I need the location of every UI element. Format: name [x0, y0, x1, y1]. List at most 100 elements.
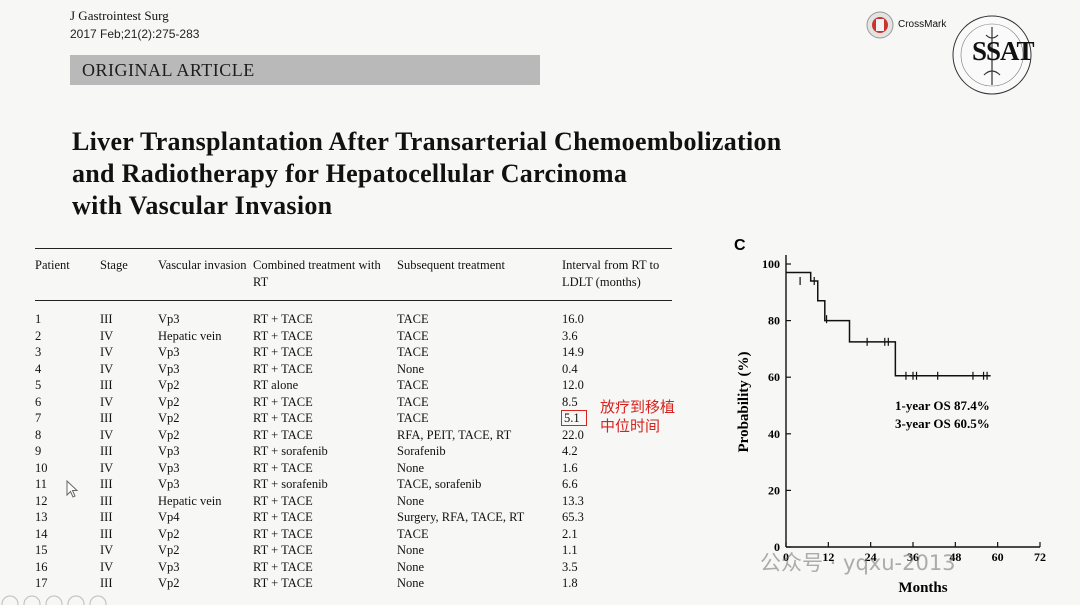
cell-interval: 1.6	[562, 460, 578, 475]
x-ticks: 0 12 24 36 48 60 72	[783, 542, 1046, 564]
cell-combined-treatment: RT + TACE	[253, 526, 313, 541]
cell-subsequent-treatment: Sorafenib	[397, 444, 446, 458]
cell-patient: 5	[35, 378, 42, 392]
x-axis-label: Months	[898, 580, 947, 595]
cell-stage: IV	[100, 345, 114, 359]
cell-vascular-invasion: Vp3	[158, 345, 180, 359]
cell-combined-treatment: RT + TACE	[253, 394, 313, 409]
col-header-stage: Stage	[100, 258, 128, 272]
cell-patient: 9	[35, 444, 42, 458]
cell-vascular-invasion: Vp3	[158, 559, 180, 574]
x-tick-label: 12	[822, 550, 834, 564]
ssat-logo-text: SSAT	[972, 36, 1035, 66]
table-row: 2 IV Hepatic vein RT + TACE TACE 3.6	[35, 328, 672, 345]
cell-patient: 17	[35, 576, 48, 590]
cell-interval: 3.5	[562, 559, 578, 574]
table-row: 16 IV Vp3 RT + TACE None 3.5	[35, 559, 672, 576]
cell-patient: 4	[35, 361, 42, 376]
cell-stage: III	[100, 576, 113, 590]
cell-subsequent-treatment: TACE	[397, 345, 429, 359]
cell-vascular-invasion: Vp2	[158, 576, 180, 590]
table-row: 8 IV Vp2 RT + TACE RFA, PEIT, TACE, RT 22.0	[35, 427, 672, 444]
cell-stage: IV	[100, 543, 114, 557]
table-row: 1 III Vp3 RT + TACE TACE 16.0	[35, 301, 672, 328]
cell-interval: 8.5	[562, 394, 578, 409]
cell-subsequent-treatment: None	[397, 576, 425, 590]
y-tick-label: 100	[762, 257, 780, 271]
cell-combined-treatment: RT + TACE	[253, 559, 313, 574]
cell-interval: 5.1	[561, 410, 672, 427]
cell-interval: 65.3	[562, 510, 584, 524]
table-row: 12 III Hepatic vein RT + TACE None 13.3	[35, 493, 672, 510]
cell-vascular-invasion: Vp3	[158, 444, 180, 458]
journal-name: J Gastrointest Surg	[70, 8, 169, 23]
table-row: 6 IV Vp2 RT + TACE TACE 8.5	[35, 394, 672, 411]
cell-patient: 13	[35, 510, 48, 524]
cell-interval: 12.0	[562, 378, 584, 392]
cell-combined-treatment: RT + TACE	[253, 460, 313, 475]
table-row: 5 III Vp2 RT alone TACE 12.0	[35, 377, 672, 394]
y-axis-label: Probability (%)	[736, 352, 752, 453]
os-3-year-annotation: 3-year OS 60.5%	[895, 416, 990, 431]
table-header-row: Patient Stage Vascular invasion Combined…	[35, 248, 672, 301]
ssat-seal-icon	[952, 15, 1032, 95]
annotation-line-2: 中位时间	[600, 417, 661, 435]
cell-patient: 11	[35, 477, 48, 491]
cell-patient: 2	[35, 328, 42, 343]
title-line-3: with Vascular Invasion	[72, 191, 333, 220]
cell-stage: IV	[100, 328, 114, 343]
player-controls-icon	[1, 595, 107, 605]
cell-stage: III	[100, 378, 113, 392]
title-line-2: and Radiotherapy for Hepatocellular Carc…	[72, 159, 628, 188]
cell-stage: III	[100, 526, 113, 541]
cell-combined-treatment: RT + TACE	[253, 427, 313, 442]
cell-subsequent-treatment: Surgery, RFA, TACE, RT	[397, 510, 525, 524]
y-tick-label: 80	[768, 314, 780, 328]
col-header-combined-treatment: Combined treatment with RT	[253, 258, 381, 289]
table-body: 1 III Vp3 RT + TACE TACE 16.0 2 IV Hepatic vein R…	[35, 301, 672, 592]
cell-subsequent-treatment: None	[397, 460, 425, 475]
cell-vascular-invasion: Vp3	[158, 460, 180, 475]
cell-patient: 10	[35, 460, 48, 475]
cell-subsequent-treatment: TACE	[397, 378, 429, 392]
citation: 2017 Feb;21(2):275-283	[70, 27, 200, 41]
cell-vascular-invasion: Vp2	[158, 543, 180, 557]
y-tick-label: 0	[774, 540, 780, 554]
cell-vascular-invasion: Vp2	[158, 526, 180, 541]
article-type-bar	[70, 55, 540, 85]
crossmark-label: CrossMark	[898, 19, 947, 30]
cell-interval: 1.1	[562, 543, 578, 557]
col-header-subsequent-treatment: Subsequent treatment	[397, 258, 505, 272]
cell-vascular-invasion: Vp2	[158, 411, 180, 425]
col-header-interval: Interval from RT to LDLT (months)	[562, 258, 660, 289]
cell-subsequent-treatment: TACE, sorafenib	[397, 477, 482, 491]
cell-stage: IV	[100, 361, 114, 376]
crossmark-logo	[866, 11, 894, 39]
cell-patient: 6	[35, 394, 42, 409]
cell-subsequent-treatment: RFA, PEIT, TACE, RT	[397, 427, 512, 442]
cell-interval: 16.0	[562, 312, 584, 326]
cell-subsequent-treatment: None	[397, 493, 425, 508]
cell-vascular-invasion: Vp3	[158, 477, 180, 491]
y-tick-label: 40	[768, 427, 780, 441]
cell-patient: 7	[35, 411, 42, 425]
cell-patient: 15	[35, 543, 48, 557]
cell-subsequent-treatment: None	[397, 559, 425, 574]
wechat-watermark: 公众号 · yqxu-2013	[760, 551, 956, 575]
cell-stage: III	[100, 510, 113, 524]
x-tick-label: 24	[865, 550, 877, 564]
cell-interval: 13.3	[562, 493, 584, 508]
cell-stage: III	[100, 411, 113, 425]
cell-interval: 3.6	[562, 328, 578, 343]
cell-subsequent-treatment: TACE	[397, 394, 429, 409]
cell-stage: IV	[100, 394, 114, 409]
cell-subsequent-treatment: TACE	[397, 328, 429, 343]
cell-vascular-invasion: Vp2	[158, 378, 180, 392]
cell-combined-treatment: RT + TACE	[253, 576, 313, 590]
table-row: 9 III Vp3 RT + sorafenib Sorafenib 4.2	[35, 443, 672, 460]
chinese-annotation: 放疗到移植 中位时间	[600, 398, 675, 436]
cell-subsequent-treatment: None	[397, 543, 425, 557]
cell-combined-treatment: RT + TACE	[253, 411, 313, 425]
table-row: 14 III Vp2 RT + TACE TACE 2.1	[35, 526, 672, 543]
cell-interval: 0.4	[562, 361, 578, 376]
